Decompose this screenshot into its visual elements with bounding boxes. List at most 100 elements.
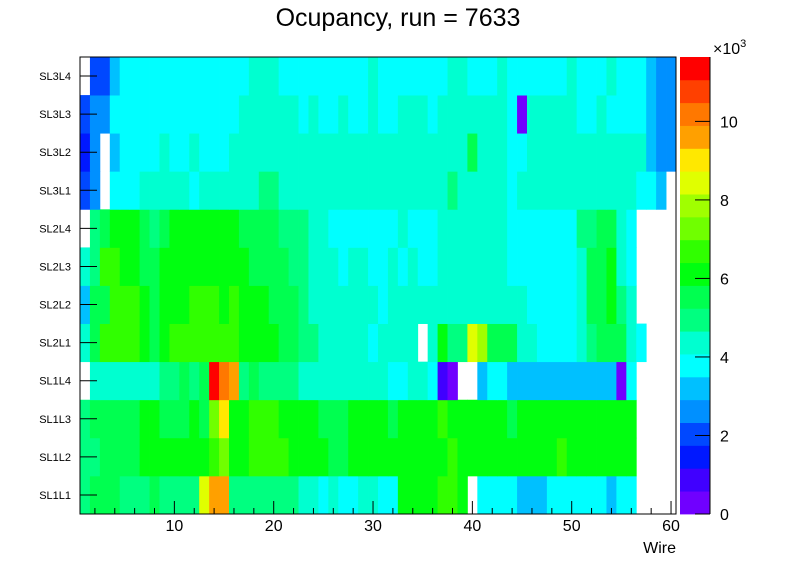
heatmap-cell (179, 437, 190, 477)
heatmap-cell (517, 437, 528, 477)
heatmap-cell (278, 247, 289, 286)
heatmap-cell (139, 399, 150, 439)
heatmap-cell (378, 361, 389, 401)
heatmap-cell (596, 209, 607, 248)
heatmap-cell (626, 475, 637, 515)
heatmap-cell (447, 361, 458, 401)
heatmap-cell (298, 399, 309, 439)
heatmap-cell (387, 57, 399, 96)
heatmap-cell (527, 285, 538, 324)
heatmap-cell (606, 209, 617, 248)
heatmap-cell (278, 133, 289, 172)
heatmap-cell (298, 95, 309, 134)
heatmap-cell (477, 399, 488, 439)
heatmap-cell (576, 285, 587, 324)
heatmap-cell (129, 475, 140, 515)
heatmap-cell (606, 133, 617, 172)
heatmap-cell (457, 437, 468, 477)
heatmap-cell (517, 95, 528, 134)
heatmap-cell (348, 323, 359, 363)
heatmap-cell (546, 323, 558, 363)
heatmap-cell (536, 209, 548, 248)
heatmap-cell (497, 285, 508, 324)
heatmap-cell (368, 323, 379, 363)
heatmap-cell (149, 323, 160, 363)
heatmap-cell (229, 437, 240, 477)
x-tick-label: 30 (364, 518, 382, 535)
heatmap-cell (378, 475, 389, 515)
heatmap-cell (219, 285, 230, 324)
heatmap-cell (199, 399, 210, 439)
heatmap-cell (159, 437, 170, 477)
heatmap-cell (318, 323, 329, 363)
heatmap-cell (149, 133, 160, 172)
heatmap-cell (407, 399, 419, 439)
heatmap-cell (487, 361, 498, 401)
heatmap-cell (626, 361, 637, 401)
heatmap-cell (308, 437, 319, 477)
heatmap-cell (348, 57, 359, 96)
heatmap-cell (298, 171, 309, 210)
heatmap-cell (358, 95, 369, 134)
heatmap-cell (566, 57, 578, 96)
heatmap-cell (308, 399, 319, 439)
colorbar-tick-label: 2 (720, 428, 729, 445)
heatmap-cell (397, 95, 409, 134)
heatmap-cell (268, 57, 280, 96)
heatmap-cell (268, 399, 280, 439)
heatmap-cell (358, 247, 369, 286)
heatmap-cell (199, 95, 210, 134)
heatmap-cell (219, 133, 230, 172)
heatmap-cell (487, 57, 498, 96)
colorbar-band (680, 239, 710, 264)
heatmap-cell (169, 285, 180, 324)
heatmap-cell (646, 57, 657, 96)
heatmap-cell (457, 95, 468, 134)
heatmap-cell (616, 399, 627, 439)
heatmap-cell (467, 57, 478, 96)
heatmap-cell (636, 171, 647, 210)
heatmap-cell (199, 361, 210, 401)
heatmap-cell (179, 171, 190, 210)
heatmap-cell (427, 247, 438, 286)
heatmap-cell (487, 399, 498, 439)
heatmap-cell (348, 437, 359, 477)
heatmap-cell (467, 399, 478, 439)
heatmap-cell (527, 57, 538, 96)
heatmap-cell (417, 171, 429, 210)
heatmap-cell (318, 437, 329, 477)
heatmap-cell (189, 399, 200, 439)
heatmap-cell (238, 209, 250, 248)
heatmap-cell (536, 95, 548, 134)
heatmap-cell (268, 285, 280, 324)
heatmap-cell (457, 171, 468, 210)
heatmap-cell (497, 247, 508, 286)
heatmap-cell (477, 285, 488, 324)
heatmap-cell (576, 475, 587, 515)
heatmap-cell (457, 247, 468, 286)
heatmap-cell (99, 437, 111, 477)
heatmap-cell (318, 171, 329, 210)
heatmap-cell (566, 247, 578, 286)
heatmap-cell (437, 323, 448, 363)
heatmap-cell (556, 95, 568, 134)
heatmap-cell (626, 171, 637, 210)
heatmap-cell (586, 133, 597, 172)
heatmap-cell (467, 209, 478, 248)
heatmap-cell (278, 399, 289, 439)
heatmap-cell (477, 475, 488, 515)
heatmap-cell (278, 57, 289, 96)
colorbar-band (680, 468, 710, 492)
heatmap-cell (576, 95, 587, 134)
heatmap-cell (308, 475, 319, 515)
heatmap-cell (606, 475, 617, 515)
heatmap-cell (507, 57, 518, 96)
heatmap-cell (209, 323, 220, 363)
heatmap-cell (169, 323, 180, 363)
heatmap-cell (298, 437, 309, 477)
heatmap-cell (507, 133, 518, 172)
heatmap-cell (308, 57, 319, 96)
heatmap-cell (199, 323, 210, 363)
colorbar-band (680, 491, 710, 515)
heatmap-cell (159, 171, 170, 210)
